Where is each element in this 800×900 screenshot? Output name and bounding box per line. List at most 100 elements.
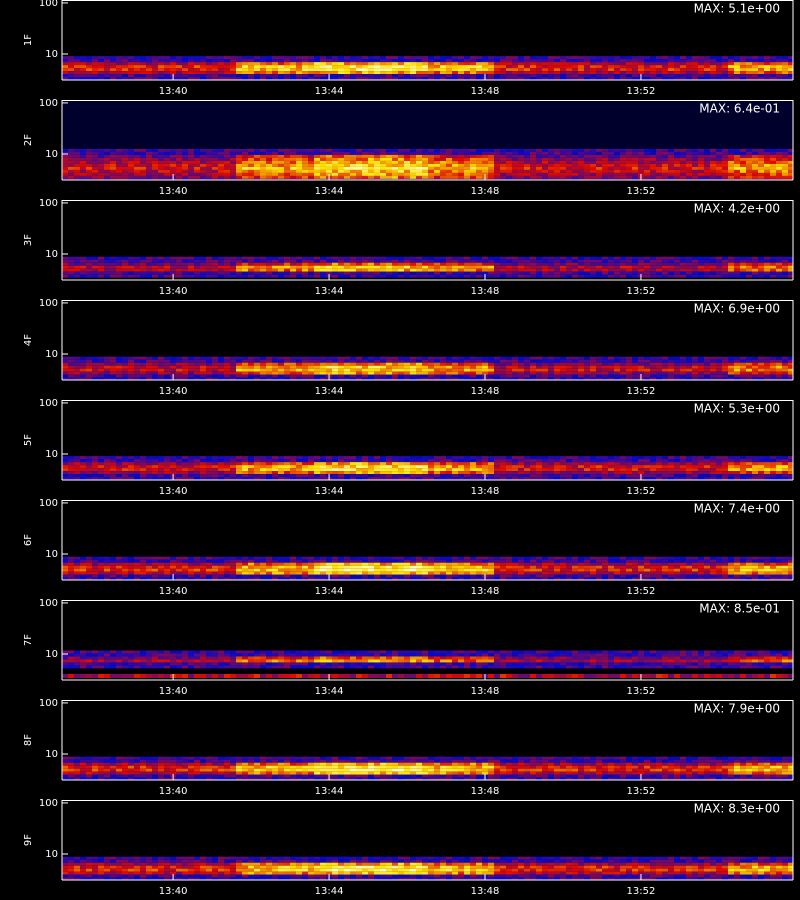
spectrogram-cell bbox=[176, 377, 182, 380]
spectrogram-cell bbox=[392, 365, 398, 369]
spectrogram-cell bbox=[374, 274, 380, 278]
spectrogram-cell bbox=[278, 74, 284, 78]
spectrogram-cell bbox=[392, 362, 398, 366]
spectrogram-cell bbox=[608, 356, 614, 360]
spectrogram-cell bbox=[122, 71, 128, 75]
spectrogram-cell bbox=[260, 371, 266, 375]
spectrogram-cell bbox=[398, 271, 404, 275]
spectrogram-cell bbox=[194, 160, 200, 164]
spectrogram-cell bbox=[320, 151, 326, 155]
spectrogram-cell bbox=[728, 265, 734, 269]
spectrogram-cell bbox=[98, 175, 104, 179]
spectrogram-cell bbox=[524, 169, 530, 173]
spectrogram-cell bbox=[236, 462, 242, 466]
spectrogram-cell bbox=[638, 71, 644, 75]
spectrogram-cell bbox=[146, 59, 152, 63]
spectrogram-cell bbox=[764, 271, 770, 275]
spectrogram-cell bbox=[302, 274, 308, 278]
spectrogram-cell bbox=[590, 265, 596, 269]
spectrogram-cell bbox=[338, 166, 344, 170]
spectrogram-cell bbox=[140, 62, 146, 66]
spectrogram-cell bbox=[452, 459, 458, 463]
spectrogram-cell bbox=[86, 365, 92, 369]
spectrogram-cell bbox=[248, 365, 254, 369]
spectrogram-cell bbox=[164, 374, 170, 378]
spectrogram-cell bbox=[536, 465, 542, 469]
y-tick-label: 100 bbox=[39, 198, 58, 209]
spectrogram-cell bbox=[506, 56, 512, 60]
spectrogram-cell bbox=[446, 368, 452, 372]
spectrogram-cell bbox=[776, 365, 782, 369]
spectrogram-cell bbox=[458, 71, 464, 75]
spectrogram-cell bbox=[650, 368, 656, 372]
spectrogram-cell bbox=[524, 271, 530, 275]
spectrogram-cell bbox=[338, 265, 344, 269]
spectrogram-cell bbox=[608, 65, 614, 69]
spectrogram-cell bbox=[380, 271, 386, 275]
spectrogram-cell bbox=[128, 77, 134, 80]
spectrogram-cell bbox=[662, 256, 668, 260]
spectrogram-cell bbox=[224, 175, 230, 179]
spectrogram-cell bbox=[416, 368, 422, 372]
spectrogram-cell bbox=[188, 56, 194, 60]
spectrogram-cell bbox=[692, 148, 698, 152]
spectrogram-cell bbox=[554, 169, 560, 173]
spectrogram-cell bbox=[650, 65, 656, 69]
spectrogram-cell bbox=[176, 154, 182, 158]
spectrogram-cell bbox=[200, 59, 206, 63]
spectrogram-cell bbox=[68, 160, 74, 164]
spectrogram-cell bbox=[158, 68, 164, 72]
spectrogram-cell bbox=[722, 371, 728, 375]
spectrogram-cell bbox=[170, 56, 176, 60]
spectrogram-cell bbox=[128, 359, 134, 363]
spectrogram-cell bbox=[530, 471, 536, 475]
spectrogram-cell bbox=[152, 74, 158, 78]
spectrogram-cell bbox=[764, 356, 770, 360]
spectrogram-cell bbox=[434, 359, 440, 363]
spectrogram-cell bbox=[740, 157, 746, 161]
spectrogram-cell bbox=[464, 157, 470, 161]
spectrogram-cell bbox=[272, 377, 278, 380]
spectrogram-cell bbox=[656, 356, 662, 360]
spectrogram-cell bbox=[248, 163, 254, 167]
spectrogram-cell bbox=[284, 74, 290, 78]
spectrogram-cell bbox=[566, 172, 572, 176]
spectrogram-cell bbox=[656, 374, 662, 378]
spectrogram-cell bbox=[638, 259, 644, 263]
spectrogram-cell bbox=[518, 77, 524, 80]
spectrogram-cell bbox=[392, 154, 398, 158]
spectrogram-cell bbox=[116, 362, 122, 366]
spectrogram-cell bbox=[602, 65, 608, 69]
spectrogram-cell bbox=[218, 178, 224, 180]
spectrogram-cell bbox=[80, 172, 86, 176]
spectrogram-cell bbox=[290, 265, 296, 269]
spectrogram-cell bbox=[86, 178, 92, 180]
spectrogram-cell bbox=[452, 359, 458, 363]
spectrogram-cell bbox=[722, 62, 728, 66]
spectrogram-cell bbox=[494, 262, 500, 266]
spectrogram-cell bbox=[602, 362, 608, 366]
spectrogram-cell bbox=[596, 163, 602, 167]
spectrogram-cell bbox=[104, 362, 110, 366]
spectrogram-cell bbox=[194, 151, 200, 155]
spectrogram-cell bbox=[674, 268, 680, 272]
spectrogram-cell bbox=[476, 148, 482, 152]
spectrogram-cell bbox=[776, 59, 782, 63]
spectrogram-cell bbox=[764, 365, 770, 369]
spectrogram-cell bbox=[104, 271, 110, 275]
spectrogram-cell bbox=[662, 274, 668, 278]
spectrogram-cell bbox=[740, 374, 746, 378]
spectrogram-cell bbox=[260, 59, 266, 63]
spectrogram-cell bbox=[404, 456, 410, 460]
spectrogram-cell bbox=[242, 74, 248, 78]
spectrogram-cell bbox=[284, 359, 290, 363]
spectrogram-cell bbox=[230, 59, 236, 63]
x-tick-label: 13:44 bbox=[315, 186, 344, 197]
spectrogram-cell bbox=[368, 477, 374, 480]
spectrogram-cell bbox=[422, 148, 428, 152]
spectrogram-cell bbox=[248, 62, 254, 66]
spectrogram-cell bbox=[410, 59, 416, 63]
spectrogram-cell bbox=[104, 166, 110, 170]
spectrogram-cell bbox=[560, 71, 566, 75]
spectrogram-cell bbox=[260, 265, 266, 269]
